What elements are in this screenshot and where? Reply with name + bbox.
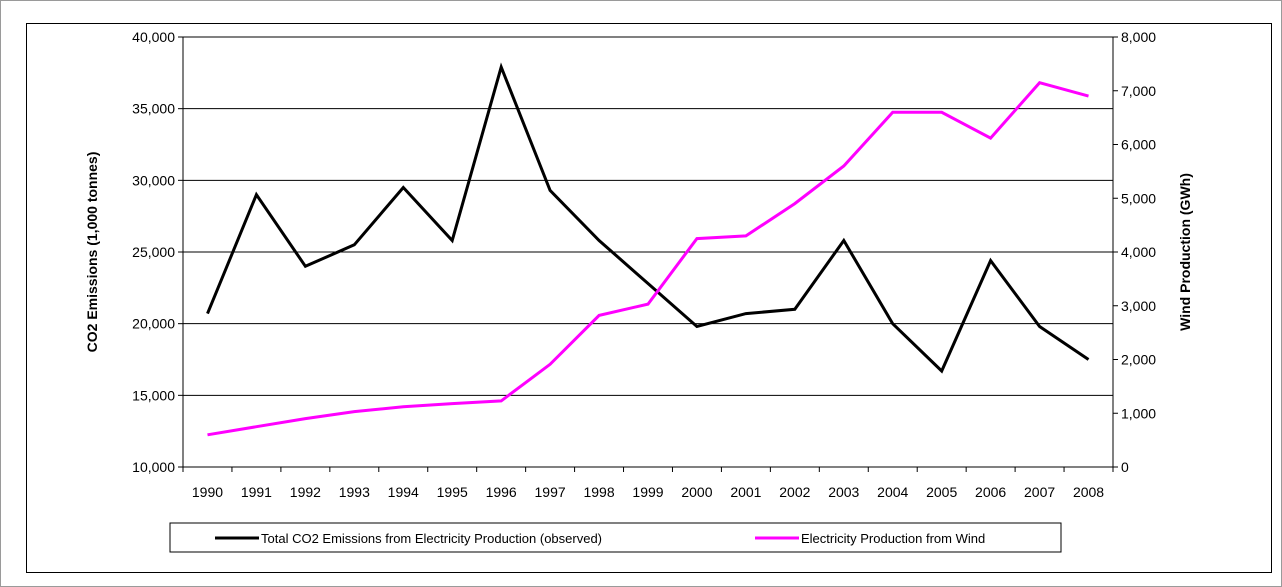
x-tick-label: 2005 — [926, 484, 957, 500]
x-tick-label: 2001 — [730, 484, 761, 500]
right-tick-label: 1,000 — [1121, 405, 1156, 421]
left-tick-label: 30,000 — [132, 172, 175, 188]
x-tick-label: 2000 — [681, 484, 712, 500]
gridlines — [183, 36, 1113, 468]
x-tick-label: 2003 — [828, 484, 859, 500]
right-tick-label: 8,000 — [1121, 29, 1156, 45]
x-tick-label: 2006 — [975, 484, 1006, 500]
left-tick-label: 35,000 — [132, 101, 175, 117]
left-tick-label: 25,000 — [132, 244, 175, 260]
x-tick-label: 2007 — [1024, 484, 1055, 500]
chart-area: 10,000 15,000 20,000 25,000 30,000 35,000 40,0… — [26, 23, 1272, 573]
legend: Total CO2 Emissions from Electricity Pro… — [169, 522, 1062, 553]
x-tick-label: 1995 — [437, 484, 468, 500]
right-tick-label: 6,000 — [1121, 137, 1156, 153]
x-tick-label: 1993 — [339, 484, 370, 500]
x-tick-label: 1998 — [583, 484, 614, 500]
left-tick-label: 10,000 — [132, 459, 175, 475]
left-axis-ticks: 10,000 15,000 20,000 25,000 30,000 35,000 40,0… — [132, 29, 183, 475]
x-tick-label: 2008 — [1073, 484, 1104, 500]
left-tick-label: 20,000 — [132, 316, 175, 332]
x-tick-label: 2002 — [779, 484, 810, 500]
right-tick-label: 0 — [1121, 459, 1129, 475]
legend-box — [169, 522, 1062, 553]
x-tick-label: 1996 — [486, 484, 517, 500]
legend-label-wind: Electricity Production from Wind — [801, 531, 985, 546]
x-tick-label: 1999 — [632, 484, 663, 500]
x-tick-label: 2004 — [877, 484, 908, 500]
left-tick-label: 40,000 — [132, 29, 175, 45]
right-tick-label: 3,000 — [1121, 298, 1156, 314]
series-line-wind — [207, 81, 1089, 437]
right-tick-label: 7,000 — [1121, 83, 1156, 99]
x-tick-label: 1990 — [192, 484, 223, 500]
x-tick-label: 1994 — [388, 484, 419, 500]
legend-label-co2: Total CO2 Emissions from Electricity Pro… — [261, 531, 602, 546]
left-axis-title: CO2 Emissions (1,000 tonnes) — [84, 152, 100, 353]
x-tick-label: 1992 — [290, 484, 321, 500]
series-lines — [206, 62, 1090, 437]
x-tick-label: 1991 — [241, 484, 272, 500]
right-tick-label: 2,000 — [1121, 352, 1156, 368]
series-line-co2 — [206, 62, 1090, 374]
x-tick-label: 1997 — [535, 484, 566, 500]
left-tick-label: 15,000 — [132, 387, 175, 403]
right-tick-label: 4,000 — [1121, 244, 1156, 260]
x-axis-ticks: 1990 1991 1992 1993 1994 1995 1996 1997 1998 1999… — [182, 467, 1114, 500]
right-tick-label: 5,000 — [1121, 190, 1156, 206]
line-chart: 10,000 15,000 20,000 25,000 30,000 35,000 40,0… — [84, 29, 1193, 553]
right-axis-title: Wind Production (GWh) — [1177, 173, 1193, 331]
right-axis-ticks: 0 1,000 2,000 3,000 4,000 5,000 6,000 7,000 8,00… — [1113, 29, 1156, 475]
